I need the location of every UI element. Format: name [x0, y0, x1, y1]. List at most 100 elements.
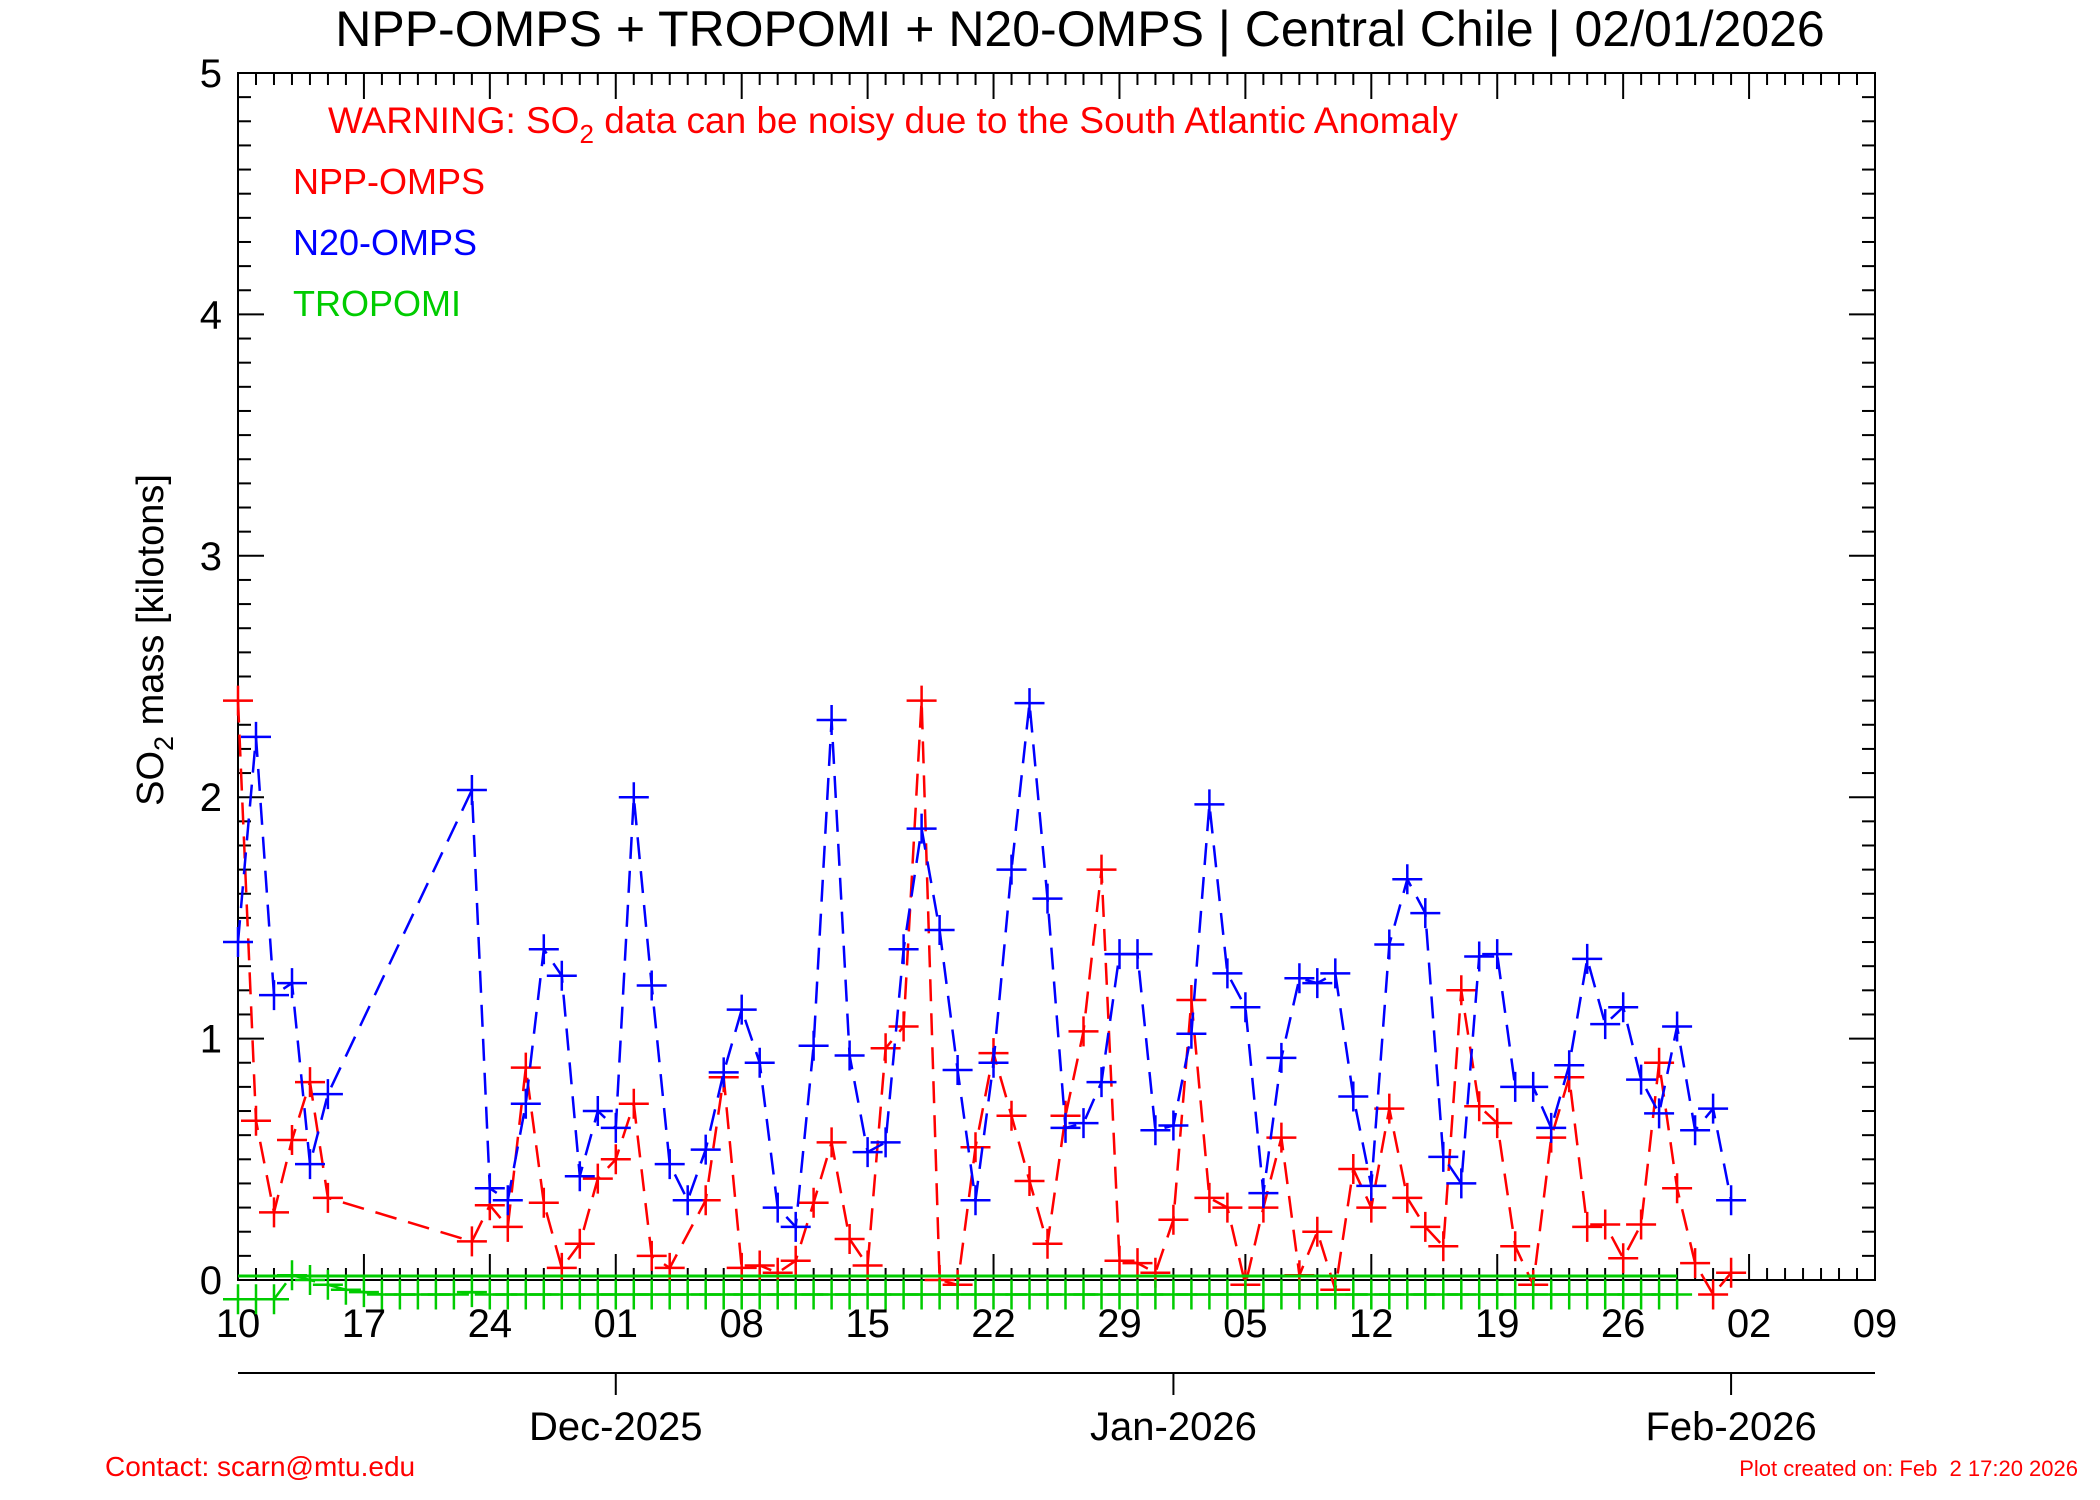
- data-point: [241, 721, 271, 752]
- data-point: [906, 685, 937, 716]
- data-point: [906, 813, 937, 844]
- data-point: [259, 1197, 289, 1228]
- data-point: [1338, 1154, 1369, 1184]
- data-point: [1572, 1211, 1603, 1242]
- data-point: [816, 1127, 847, 1158]
- data-point: [1086, 1067, 1117, 1098]
- data-point: [780, 1245, 811, 1276]
- data-point: [1446, 1168, 1477, 1199]
- data-point: [978, 1047, 1009, 1078]
- data-point: [1698, 1279, 1729, 1310]
- data-point: [1194, 789, 1225, 820]
- data-point: [690, 1134, 721, 1165]
- data-point: [942, 1055, 973, 1085]
- data-point: [1410, 1211, 1441, 1242]
- y-tick-label: 4: [200, 293, 222, 337]
- legend-entry: NPP-OMPS: [293, 161, 485, 202]
- data-point: [1374, 929, 1405, 960]
- data-point: [295, 1149, 325, 1180]
- data-point: [870, 1127, 901, 1158]
- data-point: [1374, 1093, 1405, 1124]
- data-point: [1356, 1170, 1387, 1201]
- y-tick-label: 0: [200, 1259, 222, 1303]
- data-point: [1662, 1279, 1693, 1310]
- data-point: [1248, 1178, 1279, 1209]
- data-point: [510, 1088, 541, 1119]
- data-point: [259, 980, 289, 1011]
- data-point: [312, 1269, 343, 1300]
- data-point: [1230, 992, 1261, 1023]
- data-point: [312, 1079, 343, 1110]
- data-point: [636, 970, 667, 1001]
- data-point: [780, 1211, 811, 1242]
- data-point: [330, 1274, 361, 1305]
- data-point: [1392, 864, 1423, 895]
- y-axis-ticks: 0 1 2 3 4 5: [200, 52, 1875, 1303]
- data-point: [672, 1185, 703, 1216]
- data-point: [1338, 1081, 1369, 1112]
- data-point: [277, 1125, 307, 1155]
- plot-frame: [237, 72, 1876, 1281]
- data-point: [528, 934, 559, 965]
- data-point: [1590, 1209, 1621, 1240]
- footer-contact: Contact: scarn@mtu.edu: [105, 1451, 415, 1482]
- data-point: [1536, 1112, 1567, 1143]
- data-point: [474, 1173, 505, 1204]
- data-point: [1410, 898, 1441, 929]
- data-point: [816, 705, 847, 735]
- data-point: [1302, 1216, 1333, 1247]
- series-npp-omps: [223, 685, 1747, 1310]
- data-point: [1392, 1182, 1423, 1213]
- data-point: [223, 685, 253, 716]
- data-point: [744, 1047, 775, 1078]
- month-tick-label: Feb-2026: [1645, 1405, 1816, 1449]
- data-point: [1176, 985, 1207, 1015]
- x-tick-label: 09: [1853, 1302, 1898, 1346]
- data-point: [1428, 1141, 1459, 1172]
- data-point: [456, 1277, 487, 1308]
- data-point: [456, 775, 487, 805]
- data-point: [726, 1252, 757, 1283]
- data-point: [1662, 1173, 1693, 1204]
- data-point: [223, 927, 253, 957]
- data-point: [834, 1040, 865, 1071]
- data-point: [492, 1185, 523, 1216]
- legend: NPP-OMPS N20-OMPS TROPOMI: [293, 161, 485, 324]
- y-axis-label: SO2 mass [kilotons]: [130, 474, 179, 806]
- data-point: [348, 1277, 379, 1308]
- data-point: [1626, 1064, 1657, 1095]
- month-axis-ticks: Dec-2025 Jan-2026 Feb-2026: [529, 1373, 1817, 1449]
- data-point: [1698, 1093, 1729, 1124]
- data-point: [996, 1100, 1027, 1131]
- data-point: [1680, 1115, 1711, 1146]
- data-point: [1086, 854, 1117, 885]
- data-point: [1176, 1018, 1207, 1049]
- data-point: [1122, 1248, 1153, 1279]
- month-tick-label: Dec-2025: [529, 1405, 702, 1449]
- data-point: [834, 1224, 865, 1254]
- data-point: [1194, 1182, 1225, 1213]
- data-point: [1032, 883, 1063, 914]
- y-tick-label: 2: [200, 776, 222, 820]
- data-point: [798, 1030, 829, 1061]
- data-point: [295, 1067, 325, 1098]
- legend-entry: TROPOMI: [293, 283, 461, 324]
- data-point: [546, 960, 577, 991]
- data-point: [528, 1187, 559, 1218]
- data-point: [1482, 1108, 1513, 1139]
- data-point: [618, 782, 649, 813]
- data-point: [259, 1284, 289, 1315]
- data-point: [1140, 1115, 1171, 1146]
- data-point: [1662, 1011, 1693, 1042]
- data-point: [1572, 943, 1603, 974]
- data-point: [582, 1163, 613, 1194]
- y-tick-label: 1: [200, 1018, 222, 1062]
- data-point: [1446, 975, 1477, 1006]
- data-point: [1014, 688, 1045, 719]
- data-point: [870, 1033, 901, 1064]
- data-point: [996, 854, 1027, 885]
- data-point: [1014, 1166, 1045, 1196]
- data-point: [312, 1182, 343, 1213]
- series-layer: [223, 685, 1747, 1315]
